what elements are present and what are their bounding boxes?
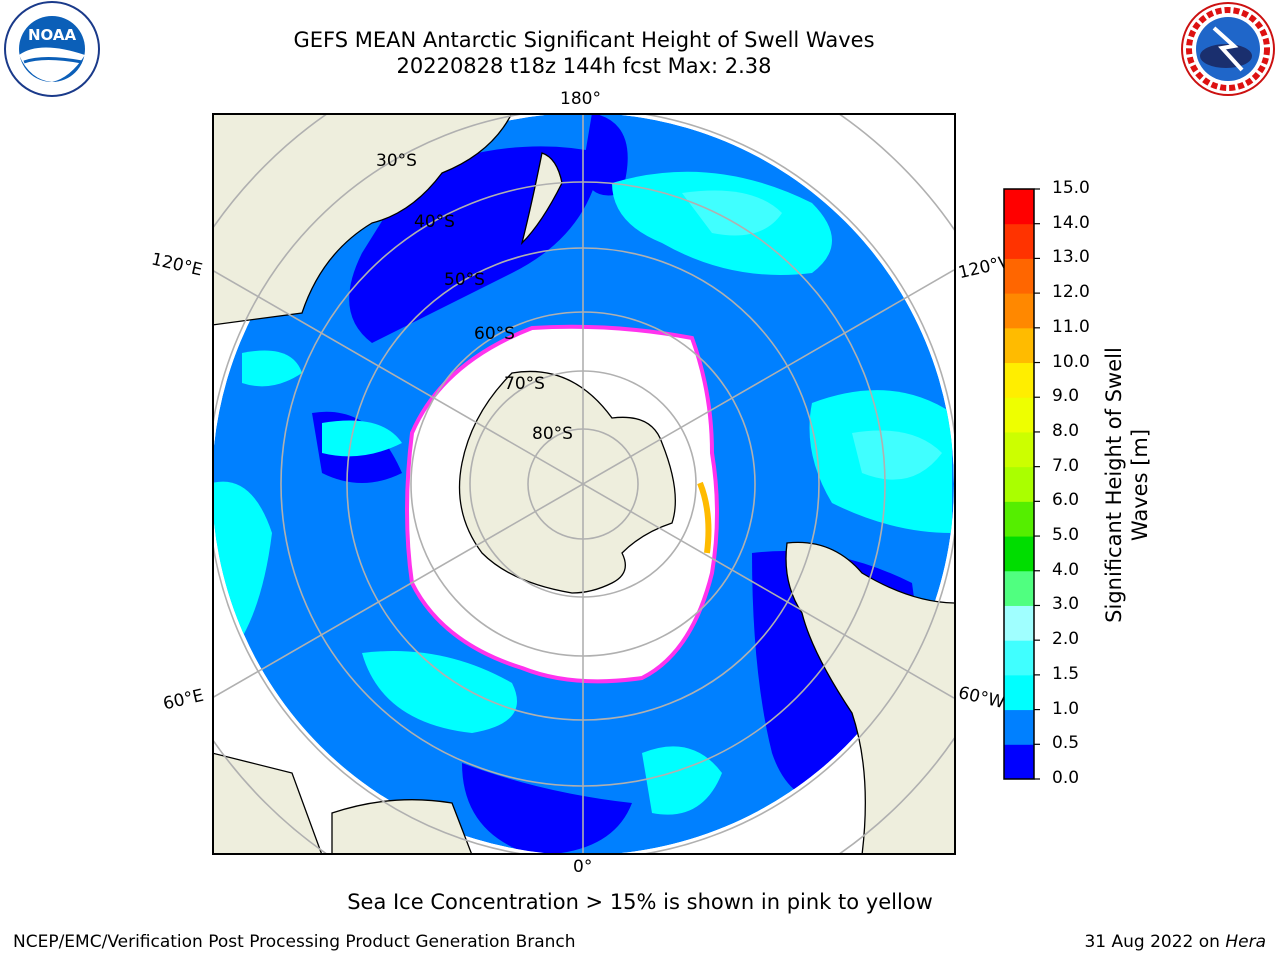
colorbar-tick-label: 0.5	[1052, 733, 1080, 754]
chart-title: GEFS MEAN Antarctic Significant Height o…	[293, 28, 875, 52]
polar-map	[212, 113, 956, 855]
lat-label-30s: 30°S	[376, 151, 417, 171]
lon-label-120e: 120°E	[149, 249, 205, 281]
colorbar-tick-label: 5.0	[1052, 525, 1080, 546]
swell-zone	[242, 350, 302, 387]
swell-zone	[852, 430, 942, 480]
land-africa-south	[331, 799, 472, 853]
colorbar-frame	[1003, 188, 1035, 780]
colorbar-tick-label: 12.0	[1052, 282, 1090, 303]
lat-label-80s: 80°S	[532, 424, 573, 444]
colorbar-tick-label: 10.0	[1052, 351, 1090, 372]
land-south-america	[785, 541, 954, 853]
chart-subtitle: 20220828 t18z 144h fcst Max: 2.38	[396, 54, 772, 78]
lon-label-180: 180°	[560, 89, 601, 109]
lat-label-70s: 70°S	[504, 374, 545, 394]
colorbar-swatch	[1004, 431, 1034, 468]
colorbar-swatch	[1004, 709, 1034, 745]
colorbar-swatch	[1004, 258, 1034, 294]
date-text: 31 Aug 2022 on	[1084, 932, 1226, 952]
calm-zone	[582, 115, 628, 196]
colorbar-tick-label: 8.0	[1052, 420, 1080, 441]
colorbar-tick-label: 3.0	[1052, 594, 1080, 615]
sea-ice-note: Sea Ice Concentration > 15% is shown in …	[347, 890, 933, 914]
swell-zone	[362, 651, 517, 733]
colorbar-tick-label: 6.0	[1052, 490, 1080, 511]
colorbar-swatch	[1004, 189, 1034, 225]
date-stamp: 31 Aug 2022 on Hera	[1084, 932, 1266, 952]
colorbar-tick-label: 15.0	[1052, 178, 1090, 198]
colorbar-swatch	[1004, 501, 1034, 537]
graticule	[214, 115, 954, 853]
noaa-logo-text: NOAA	[28, 26, 77, 44]
host-name: Hera	[1225, 932, 1266, 952]
colorbar-swatch	[1004, 744, 1034, 780]
colorbar	[1003, 188, 1040, 780]
colorbar-swatch	[1004, 570, 1034, 606]
colorbar-tick-label: 1.5	[1052, 663, 1080, 684]
calm-zone	[462, 763, 632, 853]
colorbar-swatch	[1004, 674, 1034, 711]
colorbar-swatch	[1004, 640, 1034, 676]
colorbar-tick-label: 7.0	[1052, 455, 1080, 476]
colorbar-tick-label: 2.0	[1052, 629, 1080, 650]
lat-label-50s: 50°S	[444, 270, 485, 290]
colorbar-tick-label: 11.0	[1052, 316, 1090, 337]
colorbar-swatch	[1004, 362, 1034, 398]
colorbar-tick-label: 4.0	[1052, 559, 1080, 580]
land-australia	[214, 115, 512, 326]
ice-edge-warm	[697, 481, 712, 554]
colorbar-swatch	[1004, 223, 1034, 259]
colorbar-tick-label: 0.0	[1052, 768, 1080, 788]
lat-label-40s: 40°S	[414, 212, 455, 232]
swell-zone	[682, 190, 782, 236]
swell-zone	[322, 420, 402, 457]
colorbar-tick-label: 1.0	[1052, 698, 1080, 719]
land-antarctica	[458, 370, 676, 594]
colorbar-swatch	[1004, 605, 1034, 641]
colorbar-swatch	[1004, 397, 1034, 433]
colorbar-swatch	[1004, 327, 1034, 364]
lon-label-60e: 60°E	[161, 685, 206, 715]
swell-zone	[642, 746, 722, 815]
colorbar-title: Significant Height of Swell Waves [m]	[1102, 347, 1152, 623]
lat-label-60s: 60°S	[474, 324, 515, 344]
nws-logo	[1181, 2, 1275, 96]
colorbar-tick-label: 14.0	[1052, 212, 1090, 233]
colorbar-tick-label: 9.0	[1052, 386, 1080, 407]
colorbar-tick-label: 13.0	[1052, 247, 1090, 268]
colorbar-swatch	[1004, 466, 1034, 502]
credit-text: NCEP/EMC/Verification Post Processing Pr…	[13, 932, 576, 952]
colorbar-swatch	[1004, 536, 1034, 572]
lon-label-0: 0°	[573, 857, 593, 877]
land-new-zealand	[520, 152, 563, 246]
noaa-logo: NOAA	[4, 1, 100, 97]
colorbar-swatch	[1004, 293, 1034, 329]
